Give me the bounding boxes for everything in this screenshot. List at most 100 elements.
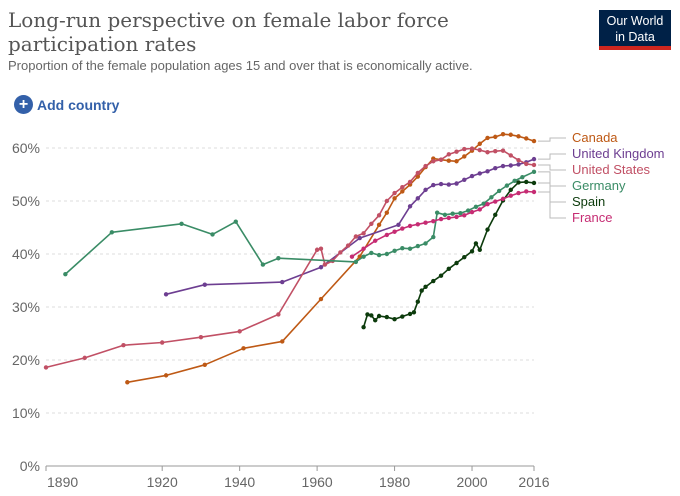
data-point-spain [485, 227, 490, 232]
data-point-canada [462, 154, 467, 159]
logo-line-1: Our World [606, 14, 664, 28]
data-point-united-states [454, 149, 459, 154]
data-point-spain [493, 212, 498, 217]
legend-label-spain: Spain [572, 194, 605, 209]
data-point-spain [446, 266, 451, 272]
chart-subtitle: Proportion of the female population ages… [8, 58, 473, 73]
data-point-germany [415, 243, 421, 249]
data-point-spain [454, 260, 459, 266]
data-point-france [469, 209, 475, 215]
x-tick-label: 1940 [224, 474, 255, 490]
y-tick-label: 0% [20, 458, 40, 474]
data-point-united-kingdom [508, 163, 513, 168]
data-point-united-states [276, 312, 281, 317]
data-point-united-kingdom [415, 196, 421, 201]
data-point-united-states [462, 146, 467, 152]
data-point-united-states [345, 243, 351, 248]
data-point-spain [524, 179, 529, 185]
data-point-france [524, 189, 529, 194]
data-point-germany [260, 262, 266, 267]
data-point-france [454, 214, 459, 220]
data-point-germany [392, 248, 397, 254]
plus-circle-icon: + [14, 95, 33, 114]
data-point-germany [531, 169, 537, 175]
data-point-canada [415, 174, 421, 179]
data-point-spain [431, 278, 436, 284]
data-point-france [446, 215, 451, 221]
x-tick-label: 1980 [379, 474, 410, 490]
data-point-france [407, 223, 413, 229]
data-point-united-states [446, 152, 451, 157]
data-point-united-states [477, 147, 482, 153]
data-point-germany [442, 212, 448, 217]
legend-label-germany: Germany [572, 178, 626, 193]
legend-connector [538, 191, 566, 219]
data-point-canada [400, 189, 405, 194]
data-point-united-states [485, 150, 490, 155]
data-point-canada [392, 196, 397, 201]
data-point-france [400, 226, 405, 231]
data-point-canada [384, 210, 390, 215]
data-point-united-states [500, 148, 506, 153]
data-point-germany [361, 254, 366, 259]
data-point-united-kingdom [423, 187, 428, 193]
y-tick-label: 30% [12, 299, 40, 315]
data-point-spain [392, 316, 397, 322]
data-point-united-kingdom [357, 235, 362, 241]
series-line-united-kingdom [165, 158, 535, 296]
data-point-united-kingdom [477, 171, 482, 176]
data-point-germany [353, 259, 359, 265]
data-point-germany [458, 210, 463, 216]
add-country-button[interactable]: + Add country [14, 95, 119, 114]
data-point-united-states [322, 262, 328, 267]
data-point-germany [434, 210, 440, 215]
data-point-canada [376, 222, 382, 228]
data-point-united-kingdom [318, 265, 324, 270]
data-point-france [531, 189, 537, 195]
data-point-united-states [198, 335, 204, 340]
data-point-spain [462, 254, 467, 260]
data-point-canada [202, 362, 207, 367]
data-point-spain [400, 314, 405, 319]
data-point-spain [369, 313, 374, 318]
legend-label-united-kingdom: United Kingdom [572, 146, 665, 161]
data-point-canada [524, 136, 529, 141]
x-tick-label: 1890 [47, 474, 78, 490]
data-point-germany [473, 204, 479, 210]
legend-label-france: France [572, 210, 612, 225]
data-point-united-states [82, 355, 87, 361]
data-point-united-kingdom [396, 222, 401, 228]
data-point-united-states [376, 213, 382, 218]
data-point-france [438, 216, 444, 222]
data-point-united-kingdom [462, 177, 467, 182]
data-point-united-states [369, 221, 374, 226]
data-point-united-kingdom [485, 169, 490, 174]
data-point-canada [125, 380, 130, 385]
data-point-germany [423, 241, 428, 246]
data-point-united-states [438, 157, 444, 162]
data-point-united-kingdom [454, 181, 459, 186]
data-point-united-states [237, 329, 242, 334]
data-point-germany [233, 219, 238, 224]
data-point-spain [415, 299, 421, 304]
data-point-spain [411, 310, 417, 315]
data-point-united-states [415, 170, 421, 176]
owid-logo[interactable]: Our World in Data [599, 10, 671, 50]
data-point-spain [423, 284, 428, 290]
data-point-spain [365, 312, 370, 317]
data-point-spain [473, 241, 479, 246]
series-line-canada [127, 133, 535, 384]
data-point-france [349, 254, 355, 259]
x-tick-label: 2000 [456, 474, 487, 490]
data-point-united-kingdom [163, 292, 169, 297]
y-tick-label: 10% [12, 405, 40, 421]
data-point-canada [454, 159, 459, 164]
y-tick-label: 60% [12, 140, 40, 156]
data-point-canada [477, 141, 482, 146]
x-tick-label: 1960 [302, 474, 333, 490]
data-point-united-states [400, 185, 405, 190]
data-point-united-states [121, 342, 126, 348]
data-point-germany [496, 188, 502, 194]
x-tick-label: 2016 [518, 474, 549, 490]
data-point-germany [431, 234, 436, 240]
